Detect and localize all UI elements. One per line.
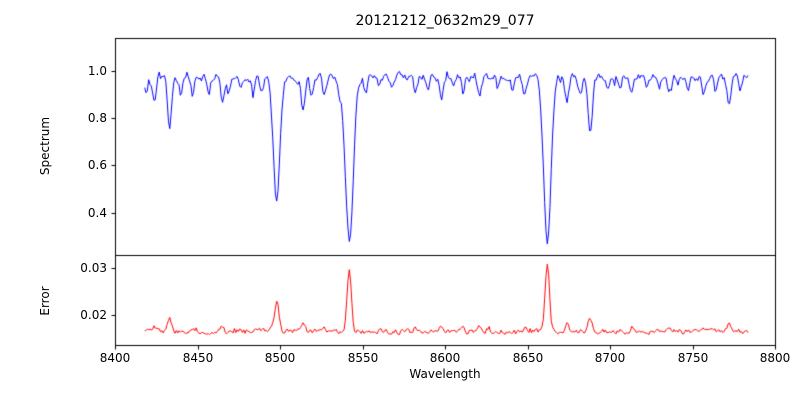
spectrum-y-tick-label: 0.8 <box>87 111 107 125</box>
wavelength-x-tick-label: 8650 <box>512 351 544 365</box>
spectrum-y-tick-label: 0.4 <box>87 206 107 220</box>
spectrum-y-axis-label: Spectrum <box>38 116 52 176</box>
error-y-axis-label: Error <box>38 286 52 316</box>
wavelength-x-tick-label: 8400 <box>99 351 131 365</box>
wavelength-x-tick-label: 8550 <box>347 351 379 365</box>
wavelength-x-axis-label: Wavelength <box>409 367 481 381</box>
wavelength-x-tick-label: 8500 <box>264 351 296 365</box>
wavelength-x-tick-label: 8600 <box>429 351 461 365</box>
wavelength-x-tick-label: 8750 <box>677 351 709 365</box>
wavelength-x-tick-label: 8450 <box>182 351 214 365</box>
chart-title: 20121212_0632m29_077 <box>355 13 535 29</box>
error-y-tick-label: 0.03 <box>80 261 107 275</box>
spectrum-y-tick-label: 1.0 <box>87 64 107 78</box>
spectrum-y-tick-label: 0.6 <box>87 158 107 172</box>
error-y-tick-label: 0.02 <box>80 308 107 322</box>
wavelength-x-tick-label: 8800 <box>759 351 791 365</box>
wavelength-x-tick-label: 8700 <box>594 351 626 365</box>
